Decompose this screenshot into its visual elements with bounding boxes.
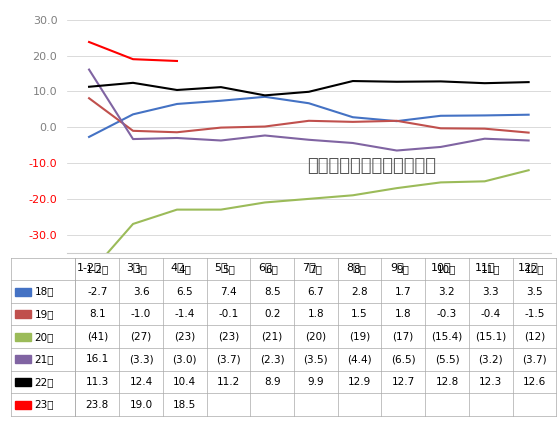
Text: 23.8: 23.8 [86, 400, 109, 410]
Text: 18.5: 18.5 [173, 400, 196, 410]
Text: 1-2月: 1-2月 [86, 264, 109, 274]
Text: 1.5: 1.5 [351, 309, 368, 319]
Text: 1.8: 1.8 [395, 309, 411, 319]
Text: -2.7: -2.7 [87, 287, 107, 296]
Text: 8.5: 8.5 [264, 287, 281, 296]
Text: 19.0: 19.0 [130, 400, 153, 410]
Text: 6.7: 6.7 [307, 287, 324, 296]
Text: 12月: 12月 [524, 264, 544, 274]
Text: 22年: 22年 [35, 377, 54, 387]
Text: 5月: 5月 [222, 264, 235, 274]
Text: (19): (19) [349, 332, 370, 342]
Text: (15.1): (15.1) [475, 332, 506, 342]
Text: (12): (12) [524, 332, 545, 342]
Text: 10月: 10月 [437, 264, 457, 274]
Text: 3月: 3月 [135, 264, 148, 274]
Text: -0.3: -0.3 [437, 309, 457, 319]
Text: (5.5): (5.5) [435, 354, 459, 365]
Text: 0.2: 0.2 [264, 309, 281, 319]
Text: (3.5): (3.5) [304, 354, 328, 365]
Text: 18年: 18年 [35, 287, 54, 296]
Text: 8.9: 8.9 [264, 377, 281, 387]
Text: 1.7: 1.7 [395, 287, 411, 296]
Text: 8月: 8月 [353, 264, 366, 274]
Text: 1.8: 1.8 [307, 309, 324, 319]
Text: (15.4): (15.4) [432, 332, 462, 342]
Text: 6.5: 6.5 [177, 287, 193, 296]
Text: (23): (23) [218, 332, 239, 342]
Text: 12.9: 12.9 [348, 377, 371, 387]
Text: 7.4: 7.4 [220, 287, 237, 296]
Text: -1.4: -1.4 [174, 309, 195, 319]
Text: 7月: 7月 [309, 264, 323, 274]
Text: 3.5: 3.5 [526, 287, 543, 296]
Text: -0.1: -0.1 [219, 309, 239, 319]
Text: 12.7: 12.7 [392, 377, 415, 387]
Text: 4月: 4月 [178, 264, 191, 274]
Text: (6.5): (6.5) [391, 354, 415, 365]
Text: -1.5: -1.5 [524, 309, 544, 319]
Text: -0.4: -0.4 [481, 309, 501, 319]
Bar [15, 288, 31, 296]
Text: 2.8: 2.8 [351, 287, 368, 296]
Text: 6月: 6月 [266, 264, 278, 274]
Bar [15, 355, 31, 363]
Text: (23): (23) [174, 332, 195, 342]
Text: (17): (17) [392, 332, 414, 342]
Text: -1.0: -1.0 [131, 309, 151, 319]
Text: 16.1: 16.1 [86, 354, 109, 365]
Text: 9月: 9月 [397, 264, 410, 274]
Text: 11.3: 11.3 [86, 377, 109, 387]
Text: 23年: 23年 [35, 400, 54, 410]
Text: 12.3: 12.3 [479, 377, 503, 387]
Text: 3.2: 3.2 [439, 287, 455, 296]
Text: (3.3): (3.3) [129, 354, 153, 365]
Text: 3.6: 3.6 [132, 287, 149, 296]
Text: (3.7): (3.7) [522, 354, 547, 365]
Bar [15, 333, 31, 341]
Text: 3.3: 3.3 [482, 287, 499, 296]
Text: (3.0): (3.0) [173, 354, 197, 365]
Text: 11.2: 11.2 [217, 377, 240, 387]
Text: 10.4: 10.4 [173, 377, 196, 387]
Bar [15, 378, 31, 386]
Text: 11月: 11月 [481, 264, 500, 274]
Text: 20年: 20年 [35, 332, 54, 342]
Text: (3.7): (3.7) [216, 354, 241, 365]
Text: 12.6: 12.6 [523, 377, 546, 387]
Text: (3.2): (3.2) [479, 354, 503, 365]
Text: 21年: 21年 [35, 354, 54, 365]
Text: (27): (27) [130, 332, 151, 342]
Text: 汽车投资额年累计增速走势: 汽车投资额年累计增速走势 [307, 157, 436, 175]
Text: 19年: 19年 [35, 309, 54, 319]
Bar [15, 401, 31, 409]
Text: 12.8: 12.8 [435, 377, 458, 387]
Text: 12.4: 12.4 [129, 377, 153, 387]
Text: (2.3): (2.3) [260, 354, 285, 365]
Text: 9.9: 9.9 [307, 377, 324, 387]
Text: (4.4): (4.4) [347, 354, 372, 365]
Text: (21): (21) [262, 332, 283, 342]
Text: 8.1: 8.1 [89, 309, 106, 319]
Text: (20): (20) [305, 332, 326, 342]
Bar [15, 310, 31, 318]
Text: (41): (41) [87, 332, 108, 342]
